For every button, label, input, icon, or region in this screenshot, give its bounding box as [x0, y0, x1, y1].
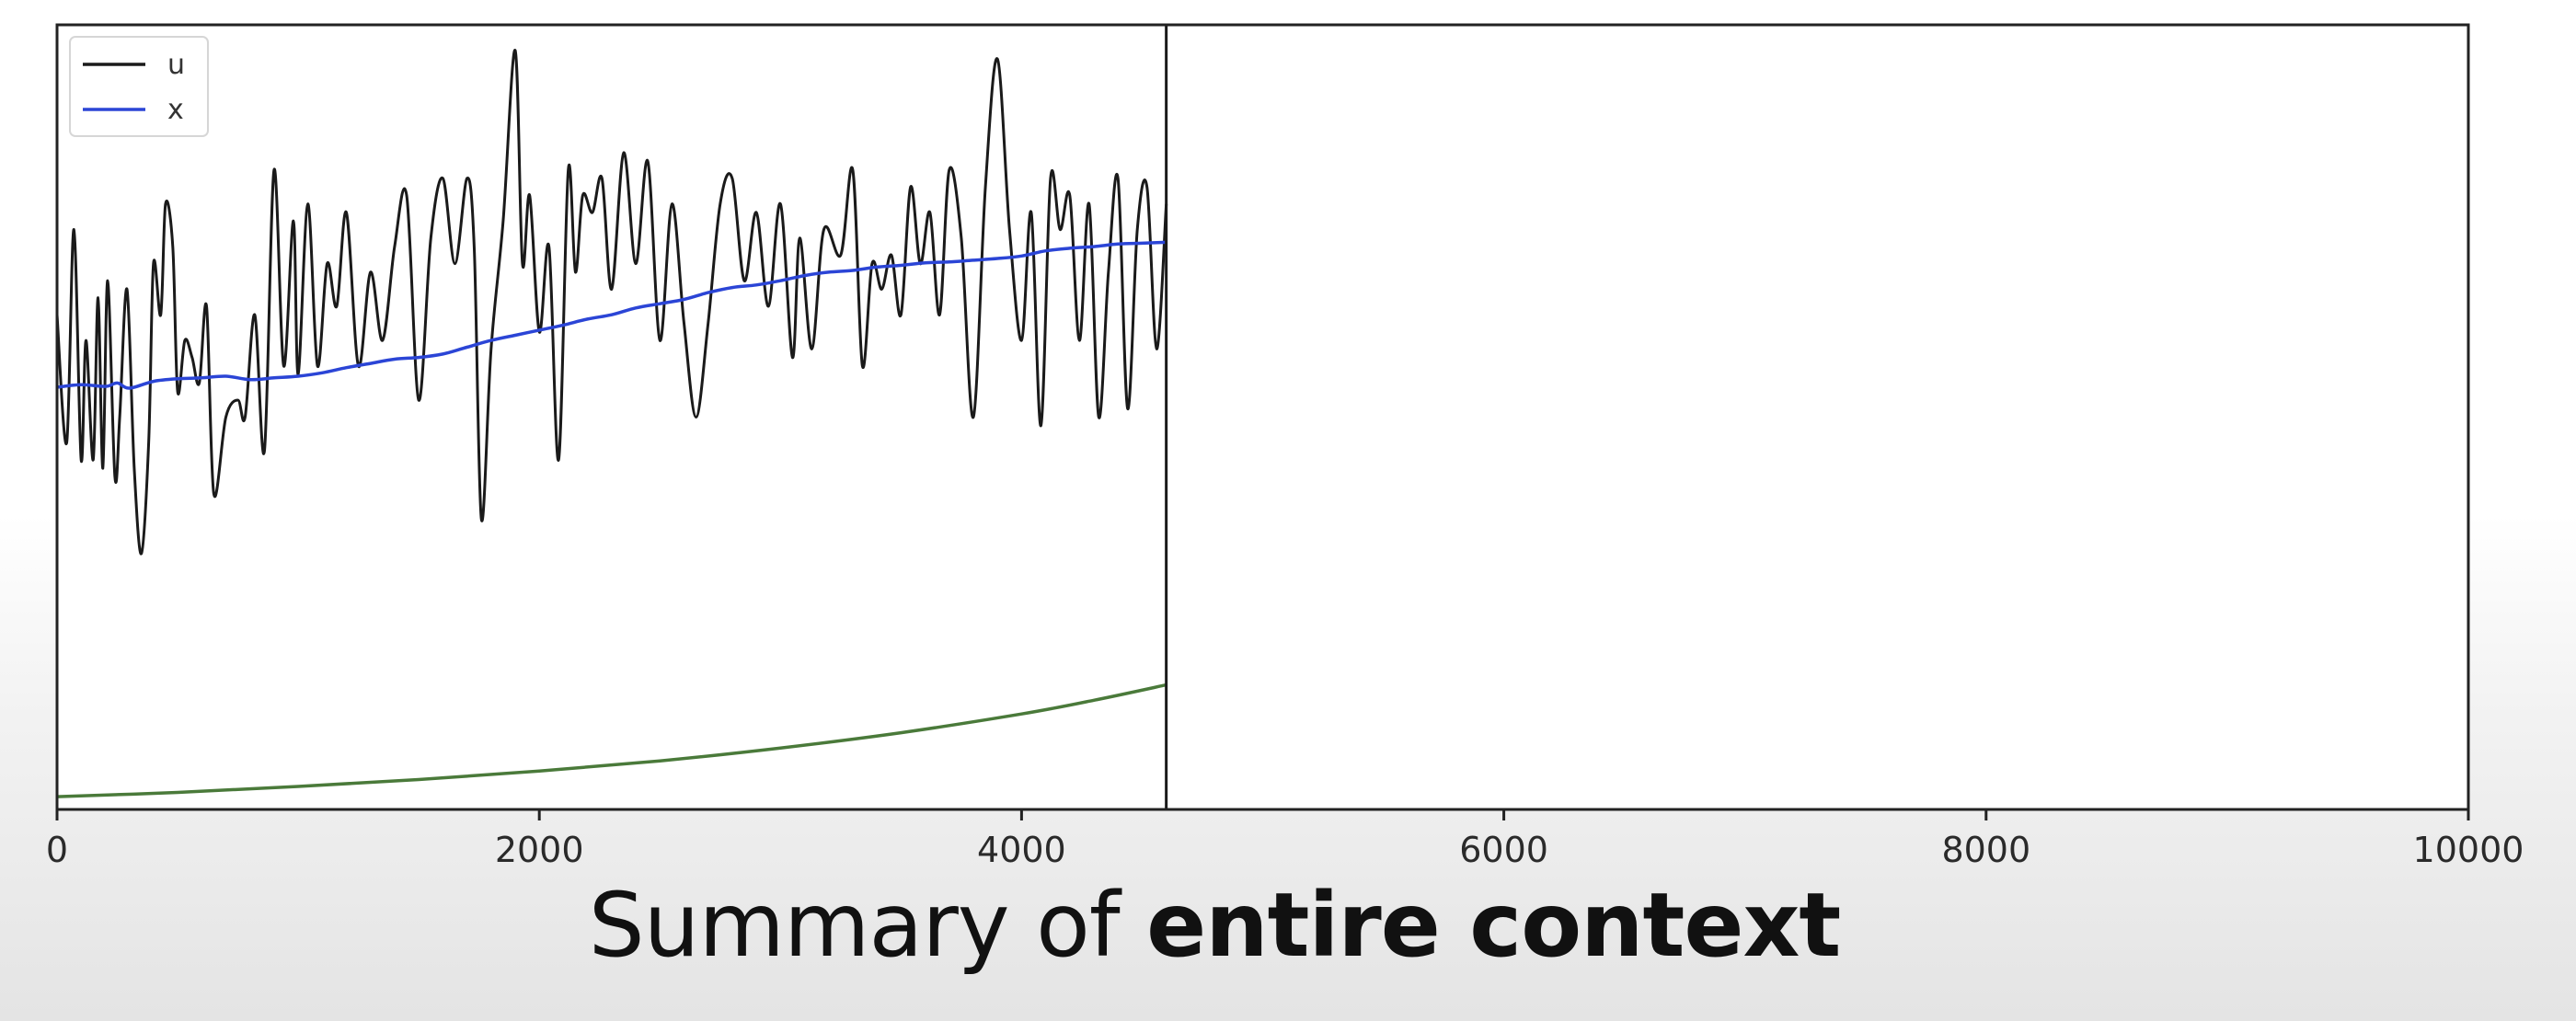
- series-line-unlabeled-2: [56, 683, 1167, 798]
- x-tick-label: 2000: [495, 830, 584, 870]
- legend-label-x: x: [167, 94, 184, 126]
- x-tick-label: 6000: [1459, 830, 1548, 870]
- legend: ux: [69, 36, 209, 137]
- x-tick-label: 4000: [977, 830, 1066, 870]
- caption-prefix: Summary of: [588, 874, 1121, 977]
- series-line-u: [55, 49, 1168, 556]
- series-layer: [55, 49, 1168, 798]
- plot-frame: [55, 23, 2470, 811]
- plot-background: [57, 25, 2468, 809]
- legend-label-u: u: [167, 49, 185, 81]
- x-tick-label: 10000: [2413, 830, 2524, 870]
- x-tick-label: 8000: [1941, 830, 2030, 870]
- legend-box: [69, 36, 209, 137]
- line-chart: 0 2000 4000 6000 8000 10000 ux: [46, 23, 2524, 870]
- series-line-x: [56, 240, 1167, 390]
- caption-emphasis: entire context: [1146, 874, 1841, 977]
- slide-caption: Summary of entire context: [0, 874, 2429, 977]
- x-axis: 0 2000 4000 6000 8000 10000: [46, 809, 2524, 870]
- x-tick-label: 0: [46, 830, 68, 870]
